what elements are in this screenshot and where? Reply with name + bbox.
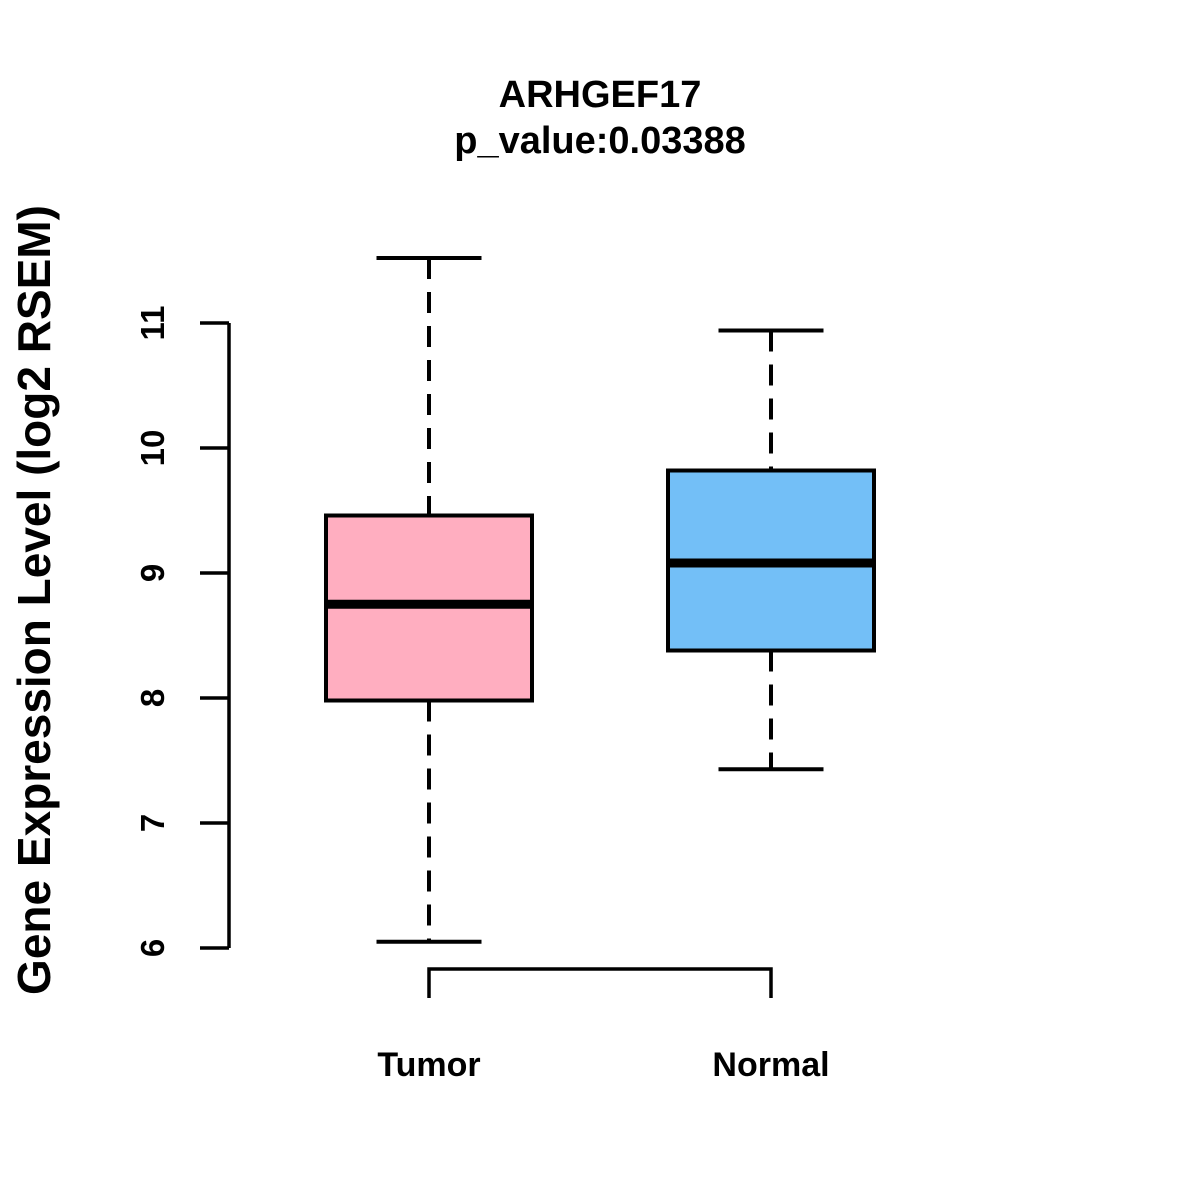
comparison-bracket [427,967,773,998]
y-axis-tick-label: 7 [134,814,171,832]
y-axis-tick-label: 11 [134,306,171,341]
y-axis-title: Gene Expression Level (log2 RSEM) [8,205,60,995]
p-value-subtitle: p_value:0.03388 [454,120,746,162]
chart-title: ARHGEF17 [499,74,702,116]
y-axis-tick-label: 6 [134,939,171,957]
category-label-tumor: Tumor [377,1046,480,1084]
category-label-normal: Normal [712,1046,829,1084]
y-axis-tick-label: 8 [134,689,171,707]
y-axis-tick-label: 10 [134,430,171,467]
plot-layer: 6 7 8 9 10 11 Tumor Normal [134,256,876,1084]
y-axis-tick-label: 9 [134,564,171,582]
